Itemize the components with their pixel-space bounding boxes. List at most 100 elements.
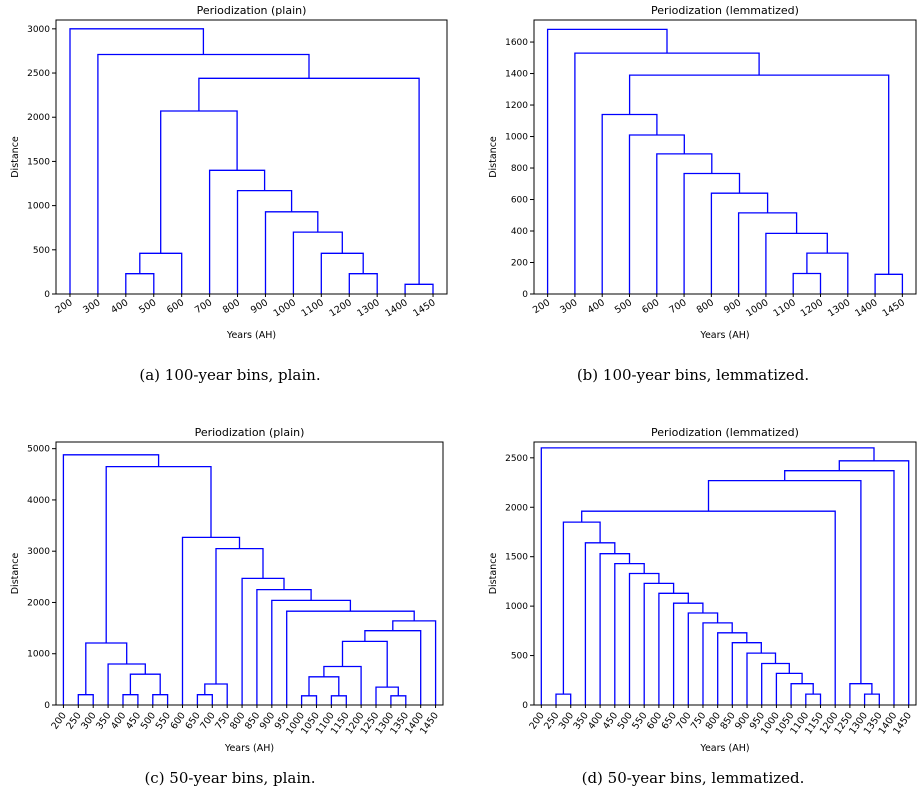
x-axis-label: Years (AH) [699,330,749,341]
y-tick-label: 1200 [505,101,528,111]
x-tick-label: 1450 [881,297,907,319]
dendrogram-link [181,536,241,705]
x-tick-label: 1400 [853,297,879,319]
dendrogram-link [292,231,343,294]
x-tick-label: 450 [124,710,143,731]
y-tick-label: 1000 [27,650,50,660]
y-axis-label: Distance [10,136,21,178]
dendrogram-link [390,695,407,705]
dendrogram-link [62,454,160,705]
y-tick-label: 4000 [27,496,50,506]
dendrogram-link [710,192,769,294]
y-tick-label: 2500 [27,69,50,79]
dendrogram-link [643,582,675,705]
dendrogram-link [152,694,169,705]
x-axis-label: Years (AH) [699,743,749,754]
x-tick-label: 600 [165,297,186,316]
y-tick-label: 200 [511,259,528,269]
y-tick-label: 0 [522,701,528,711]
dendrogram-link [540,447,875,705]
caption-c: (c) 50-year bins, plain. [144,769,316,787]
dendrogram-link [69,28,205,294]
dendrogram-link [256,588,312,705]
y-tick-label: 0 [44,701,50,711]
dendrogram-link [85,642,128,695]
x-axis-label: Years (AH) [224,743,274,754]
dendrogram-link [125,273,155,294]
y-tick-label: 2000 [505,503,528,513]
y-axis-label: Distance [488,136,499,178]
chart-title: Periodization (plain) [197,4,307,17]
dendrogram-link [341,640,388,688]
y-tick-label: 1500 [27,157,50,167]
dendrogram-link [364,630,422,705]
caption-d: (d) 50-year bins, lemmatized. [581,769,805,787]
dendrogram-link [264,211,319,294]
dendrogram-link [805,693,822,705]
plot-frame [533,441,917,706]
x-tick-label: 200 [53,297,74,316]
dendrogram-d: 0500100015002000250020025030035040045050… [488,426,917,754]
y-tick-label: 1000 [505,133,528,143]
x-tick-label: 1100 [300,297,326,319]
y-tick-label: 3000 [27,25,50,35]
dendrogram-link [838,460,910,705]
dendrogram-c: 0100020003000400050002002503003504004505… [10,426,444,754]
y-tick-label: 0 [44,290,50,300]
dendrogram-link [300,695,318,705]
dendrogram-link [107,663,146,705]
dendrogram-link [775,672,803,705]
dendrogram-link [731,642,762,705]
x-tick-label: 400 [109,297,130,316]
y-tick-label: 5000 [27,445,50,455]
x-tick-label: 750 [213,710,232,731]
dendrogram-link [236,189,293,294]
dendrogram-link [792,272,822,294]
x-tick-label: 300 [79,710,98,731]
x-tick-label: 800 [221,297,242,316]
dendrogram-link [761,662,790,705]
y-tick-label: 0 [522,290,528,300]
x-tick-label: 300 [81,297,102,316]
x-tick-label: 900 [722,297,743,316]
dendrogram-link [348,273,378,294]
x-tick-label: 1400 [383,297,409,319]
y-tick-label: 500 [33,246,50,256]
dendrogram-a: 0 500 1000 1500 2000 2500 3000 200 300 400 500 600 7… [10,4,448,341]
plot-frame [55,19,448,295]
y-tick-label: 1500 [505,553,528,563]
y-tick-label: 2500 [505,454,528,464]
y-tick-label: 2000 [27,113,50,123]
x-tick-label: 900 [249,297,270,316]
y-tick-label: 400 [511,227,528,237]
x-tick-label: 500 [139,710,158,731]
x-tick-label: 550 [154,710,173,731]
x-tick-label: 800 [228,710,247,731]
dendrogram-link [129,673,161,695]
x-tick-label: 500 [137,297,158,316]
dendrogram-link [599,553,631,705]
chart-title: Periodization (lemmatized) [651,4,799,17]
y-axis-label: Distance [10,553,21,595]
dendrogram-link [308,676,340,696]
dendrogram-link [784,470,895,705]
dendrogram-link [271,599,352,705]
chart-title: Periodization (plain) [195,426,305,439]
dendrogram-link [196,694,213,705]
dendrogram-link [765,232,828,294]
y-tick-label: 1600 [505,38,528,48]
caption-a: (a) 100-year bins, plain. [139,366,321,384]
dendrogram-link [241,577,285,705]
y-tick-label: 800 [511,164,528,174]
dendrogram-link [198,77,420,285]
dendrogram-link [77,694,94,705]
x-tick-label: 650 [183,710,202,731]
x-tick-label: 1200 [327,297,353,319]
x-tick-label: 200 [531,297,552,316]
dendrogram-link [672,602,704,705]
dendrogram-link [707,479,862,684]
x-tick-label: 1300 [826,297,852,319]
dendrogram-link [122,694,139,705]
y-tick-label: 600 [511,196,528,206]
